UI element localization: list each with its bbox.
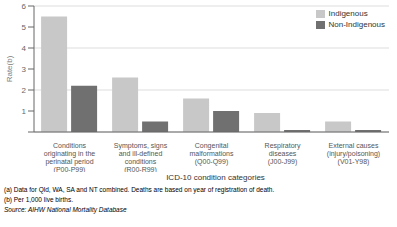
svg-text:Symptoms, signsand ill-defined: Symptoms, signsand ill-definedconditions… [114,142,168,172]
html-text:(b) Per 1,000 live births.: (b) Per 1,000 live births. [4,196,73,203]
html-text:ICD-10 condition categories: ICD-10 condition categories [166,173,265,182]
svg-text:Rate(b): Rate(b) [8,55,14,82]
svg-text:External causes(injury/poisoni: External causes(injury/poisoning)(V01-Y9… [327,142,380,166]
svg-text:5: 5 [22,23,27,32]
svg-text:3: 3 [22,65,27,74]
html-text:(a) Data for Qld, WA, SA and N: (a) Data for Qld, WA, SA and NT combined… [4,186,275,193]
svg-text:6: 6 [22,2,27,11]
svg-text:2: 2 [22,86,27,95]
html-text:Source: AIHW National Mortalit: Source: AIHW National Mortality Database [4,206,127,213]
svg-text:Conditionsoriginating in thepe: Conditionsoriginating in theperinatal pe… [44,142,95,172]
html-text:Non-Indigenous: Non-Indigenous [328,20,385,29]
svg-text:1: 1 [22,107,27,116]
svg-text:Congenitalmalformations(Q00-Q9: Congenitalmalformations(Q00-Q99) [190,142,234,166]
svg-text:Respiratorydiseases(J00-J99): Respiratorydiseases(J00-J99) [265,142,301,166]
svg-text:4: 4 [22,44,27,53]
html-text:Indigenous: Indigenous [328,9,368,18]
